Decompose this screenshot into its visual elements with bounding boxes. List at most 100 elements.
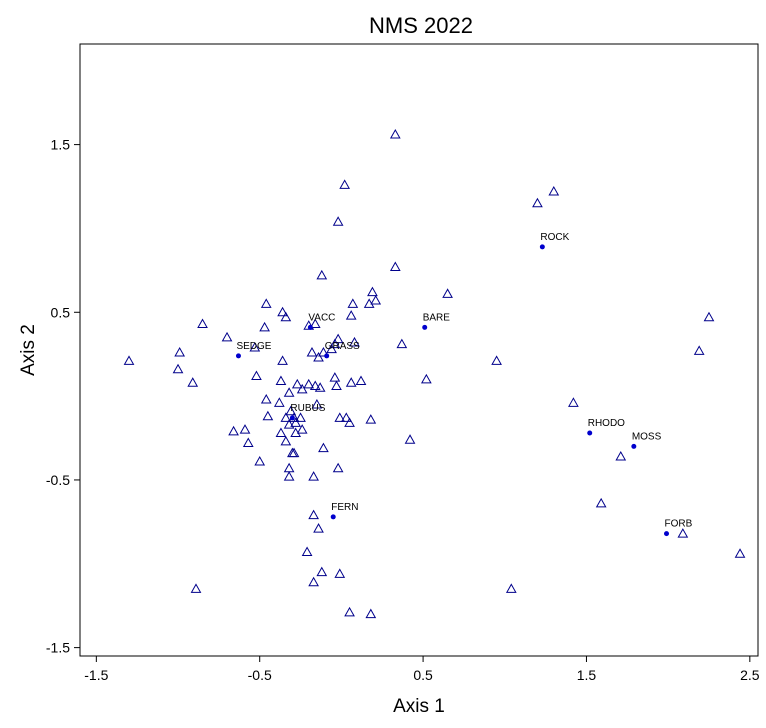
site-point [316, 269, 328, 280]
site-point [331, 380, 342, 391]
site-point [347, 298, 359, 308]
site-point [389, 261, 401, 272]
site-point [316, 566, 328, 577]
site-point [174, 346, 186, 357]
site-point [734, 548, 746, 558]
site-point [283, 471, 295, 481]
site-point [277, 355, 288, 365]
variable-points: ROCK BARE VACC SEDGE GRASS RUBUS RHODO MOSS FERN… [235, 232, 693, 537]
y-tick-label: -0.5 [46, 472, 70, 488]
variable-point [539, 244, 545, 250]
site-point [291, 378, 303, 389]
x-tick-label: 0.5 [413, 667, 433, 683]
site-point [285, 405, 297, 416]
site-point [396, 338, 408, 349]
site-point [308, 509, 319, 520]
site-point [303, 378, 315, 389]
site-point [295, 412, 306, 422]
site-point [313, 523, 324, 533]
site-point [249, 341, 261, 352]
site-point [491, 355, 502, 365]
site-point [442, 288, 453, 298]
site-point [370, 295, 382, 305]
site-point [190, 583, 202, 593]
site-point [313, 352, 324, 362]
variable-point [235, 353, 241, 359]
y-tick-label: 1.5 [51, 137, 71, 153]
site-point [505, 583, 517, 593]
site-point [262, 410, 274, 421]
site-point [187, 377, 199, 387]
x-axis-label: Axis 1 [393, 696, 445, 717]
site-point [677, 528, 689, 538]
site-point [420, 373, 432, 384]
x-tick-label: -0.5 [248, 667, 272, 683]
variable-label: VACC [308, 312, 335, 323]
site-point [287, 447, 298, 458]
site-point [172, 363, 184, 374]
y-tick-label: 0.5 [51, 304, 71, 320]
site-point [308, 471, 319, 481]
site-point [326, 343, 337, 354]
site-point [308, 576, 319, 587]
site-point [290, 427, 302, 437]
site-point [306, 346, 318, 357]
variable-point [324, 353, 330, 359]
site-point [389, 129, 401, 139]
site-point [703, 311, 715, 322]
variable-label: GRASS [325, 341, 360, 352]
site-point [301, 546, 313, 557]
site-point [332, 216, 344, 226]
variable-point [587, 430, 593, 436]
site-point [615, 450, 627, 461]
site-point [532, 197, 543, 208]
axis-ticks: -1.5 -0.5 0.5 1.5 2.5 -1.5 -0.5 0.5 1.5 [46, 137, 760, 683]
site-point [344, 417, 355, 427]
y-tick-label: -1.5 [46, 640, 70, 656]
site-point [314, 382, 326, 392]
site-point [568, 397, 579, 407]
site-point [345, 310, 357, 320]
variable-label: MOSS [632, 431, 662, 442]
site-point [260, 298, 272, 308]
site-point [228, 425, 239, 436]
variable-label: RUBUS [290, 403, 325, 414]
site-point [595, 497, 607, 508]
site-point [254, 455, 266, 466]
site-point [242, 437, 254, 448]
x-tick-label: -1.5 [84, 667, 108, 683]
site-point [318, 346, 329, 357]
site-point [318, 442, 329, 453]
site-point [283, 462, 295, 473]
site-point [355, 375, 367, 386]
variable-label: FERN [331, 502, 358, 513]
site-point [221, 331, 233, 342]
site-point [296, 424, 308, 434]
site-point [365, 414, 377, 424]
site-point [260, 393, 272, 404]
variable-label: FORB [665, 519, 693, 530]
site-point [332, 333, 344, 344]
site-point [548, 186, 560, 196]
site-point [404, 434, 416, 444]
site-point [332, 462, 344, 473]
site-point [283, 387, 295, 397]
site-point [309, 318, 321, 329]
site-point [273, 397, 285, 407]
site-point [329, 372, 341, 382]
site-point [345, 377, 357, 387]
plot-area-frame [79, 43, 759, 657]
site-point [365, 608, 377, 619]
site-point [275, 375, 287, 386]
site-point [280, 435, 292, 446]
x-tick-label: 2.5 [740, 667, 760, 683]
site-point [329, 338, 341, 349]
site-point [344, 606, 355, 617]
variable-point [631, 443, 637, 449]
variable-point [664, 531, 670, 537]
site-point [363, 298, 375, 308]
site-point [309, 380, 321, 391]
site-points [123, 129, 746, 619]
site-point [251, 370, 262, 380]
